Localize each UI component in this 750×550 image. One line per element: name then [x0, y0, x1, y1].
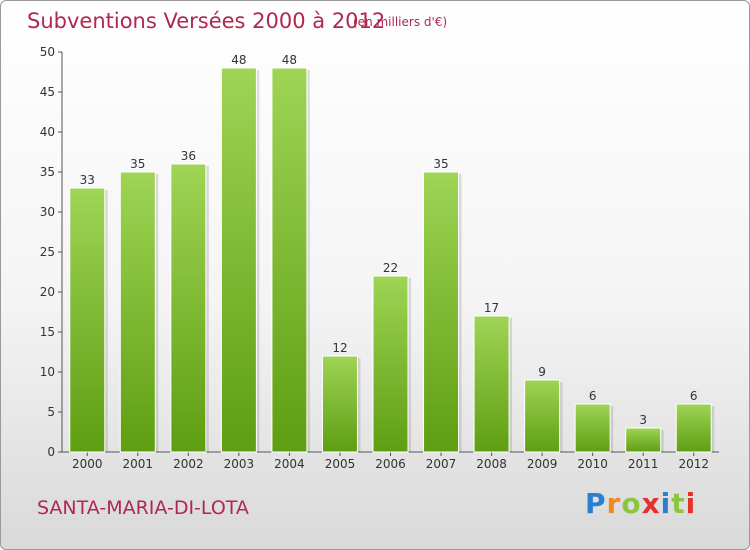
- data-label-2011: 3: [639, 413, 647, 427]
- bar-2008[interactable]: [473, 315, 510, 453]
- bar-2010[interactable]: [574, 403, 611, 453]
- x-tick-label-2012: 2012: [678, 457, 709, 471]
- commune-name: SANTA-MARIA-DI-LOTA: [37, 497, 249, 519]
- y-tick-label: 25: [40, 245, 55, 259]
- y-tick-label: 10: [40, 365, 55, 379]
- y-tick-label: 0: [47, 445, 55, 459]
- bar-2000[interactable]: [69, 187, 106, 453]
- y-tick-label: 20: [40, 285, 55, 299]
- x-tick-label-2004: 2004: [274, 457, 305, 471]
- data-label-2005: 12: [332, 341, 347, 355]
- x-tick-label-2006: 2006: [375, 457, 406, 471]
- bar-2012[interactable]: [675, 403, 712, 453]
- y-tick-label: 45: [40, 85, 55, 99]
- data-label-2009: 9: [538, 365, 546, 379]
- x-tick-label-2011: 2011: [628, 457, 659, 471]
- data-label-2007: 35: [433, 157, 448, 171]
- bar-2011[interactable]: [625, 427, 662, 453]
- data-label-2008: 17: [484, 301, 499, 315]
- y-tick-label: 30: [40, 205, 55, 219]
- data-label-2001: 35: [130, 157, 145, 171]
- chart-title: Subventions Versées 2000 à 2012: [27, 9, 386, 33]
- bar-2006[interactable]: [372, 275, 409, 453]
- x-tick-label-2007: 2007: [426, 457, 457, 471]
- bar-2002[interactable]: [170, 163, 207, 453]
- data-label-2012: 6: [690, 389, 698, 403]
- x-tick-label-2005: 2005: [325, 457, 356, 471]
- y-tick-label: 35: [40, 165, 55, 179]
- y-tick-label: 5: [47, 405, 55, 419]
- data-label-2000: 33: [80, 173, 95, 187]
- bar-2005[interactable]: [321, 355, 358, 453]
- y-tick-label: 15: [40, 325, 55, 339]
- x-tick-label-2001: 2001: [123, 457, 154, 471]
- x-tick-label-2010: 2010: [577, 457, 608, 471]
- proxiti-logo[interactable]: Proxiti: [585, 487, 697, 520]
- bar-2003[interactable]: [220, 67, 257, 453]
- data-label-2006: 22: [383, 261, 398, 275]
- chart-unit: (en milliers d'€): [353, 15, 448, 29]
- data-label-2010: 6: [589, 389, 597, 403]
- data-label-2002: 36: [181, 149, 196, 163]
- y-tick-label: 50: [40, 45, 55, 59]
- x-tick-label-2003: 2003: [224, 457, 255, 471]
- x-tick-label-2000: 2000: [72, 457, 103, 471]
- y-tick-label: 40: [40, 125, 55, 139]
- bar-2004[interactable]: [271, 67, 308, 453]
- x-tick-label-2008: 2008: [476, 457, 507, 471]
- bar-2009[interactable]: [524, 379, 561, 453]
- x-tick-label-2009: 2009: [527, 457, 558, 471]
- bar-2001[interactable]: [119, 171, 156, 453]
- x-tick-label-2002: 2002: [173, 457, 204, 471]
- data-label-2003: 48: [231, 53, 246, 67]
- bar-2007[interactable]: [423, 171, 460, 453]
- data-label-2004: 48: [282, 53, 297, 67]
